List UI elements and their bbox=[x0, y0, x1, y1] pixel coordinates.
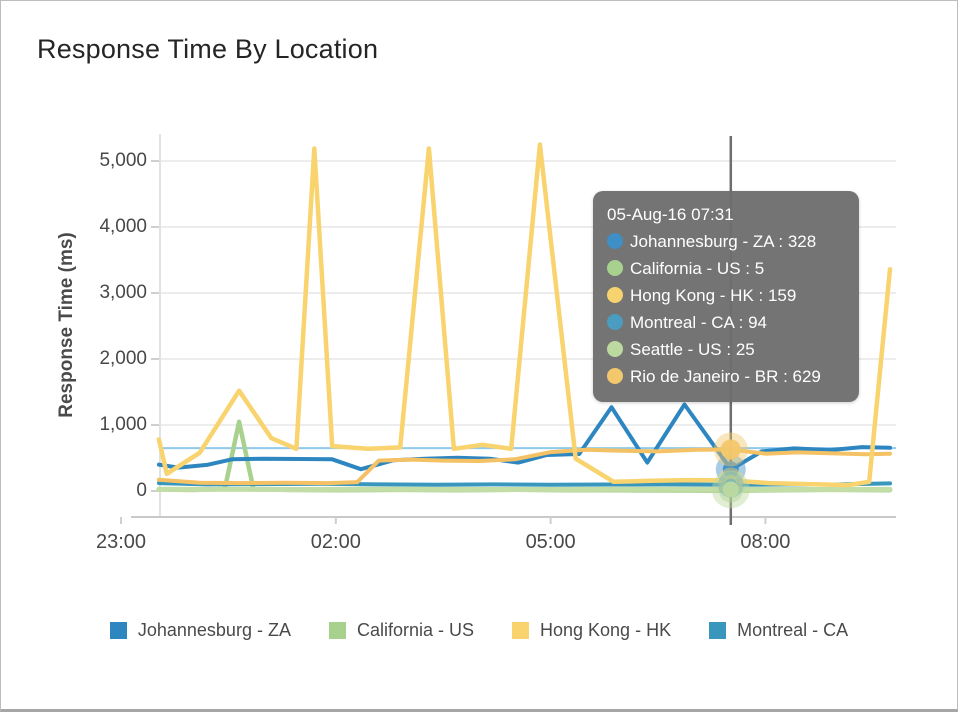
series-line-rio-de-janeiro-br bbox=[156, 447, 892, 486]
y-tick-label-3,000: 3,000 bbox=[99, 282, 147, 303]
tooltip-row-text: Seattle - US : 25 bbox=[630, 340, 755, 359]
tooltip-series-dot-icon bbox=[607, 233, 623, 249]
series-line-hong-kong-hk bbox=[156, 142, 893, 488]
tooltip-row-text: California - US : 5 bbox=[630, 259, 765, 278]
tooltip-series-dot-icon bbox=[607, 260, 623, 276]
legend-label: Montreal - CA bbox=[737, 620, 849, 640]
x-tick-label-08-00: 08:00 bbox=[740, 531, 791, 553]
tooltip-row-montreal-ca: Montreal - CA : 94 bbox=[607, 309, 845, 336]
x-tick-label-23-00: 23:00 bbox=[95, 531, 147, 553]
tooltip-row-text: Rio de Janeiro - BR : 629 bbox=[630, 367, 821, 386]
x-tick-label-02-00: 02:00 bbox=[310, 531, 361, 553]
legend-item-montreal-ca[interactable]: Montreal - CA bbox=[709, 620, 848, 641]
tooltip-row-text: Montreal - CA : 94 bbox=[630, 313, 768, 332]
legend-item-johannesburg-za[interactable]: Johannesburg - ZA bbox=[109, 620, 291, 641]
chart-legend: Johannesburg - ZA California - US Hong Kon… bbox=[1, 620, 957, 641]
legend-swatch-icon bbox=[512, 622, 529, 639]
tooltip-row-rio-de-janeiro-br: Rio de Janeiro - BR : 629 bbox=[607, 363, 845, 390]
tooltip-rows: Johannesburg - ZA : 328 California - US :… bbox=[607, 228, 845, 390]
legend-label: Johannesburg - ZA bbox=[137, 620, 291, 640]
legend-swatch-icon bbox=[328, 622, 346, 639]
x-tick-label-05-00: 05:00 bbox=[525, 531, 576, 553]
tooltip-row-text: Hong Kong - HK : 159 bbox=[630, 286, 797, 305]
legend-item-california-us[interactable]: California - US bbox=[328, 620, 474, 641]
tooltip-series-dot-icon bbox=[607, 341, 623, 357]
legend-label: California - US bbox=[356, 620, 474, 640]
chart-tooltip: 05-Aug-16 07:31 Johannesburg - ZA : 328 C… bbox=[593, 191, 859, 402]
tooltip-series-dot-icon bbox=[607, 368, 623, 384]
y-tick-label-2,000: 2,000 bbox=[99, 348, 147, 369]
y-tick-label-4,000: 4,000 bbox=[99, 216, 147, 237]
legend-swatch-icon bbox=[109, 622, 127, 639]
tooltip-row-text: Johannesburg - ZA : 328 bbox=[630, 232, 817, 251]
response-time-chart-plot[interactable] bbox=[1, 1, 957, 601]
marker-dot-seattle-us bbox=[722, 481, 739, 498]
tooltip-row-seattle-us: Seattle - US : 25 bbox=[607, 336, 845, 363]
y-tick-label-1,000: 1,000 bbox=[99, 414, 147, 435]
tooltip-row-hong-kong-hk: Hong Kong - HK : 159 bbox=[607, 282, 845, 309]
y-tick-label-0: 0 bbox=[136, 480, 147, 501]
y-axis-title: Response Time (ms) bbox=[56, 232, 77, 418]
tooltip-series-dot-icon bbox=[607, 314, 623, 330]
marker-dot-johannesburg-za bbox=[722, 461, 739, 478]
legend-label: Hong Kong - HK bbox=[540, 620, 672, 640]
marker-dot-rio-de-janeiro-br bbox=[720, 439, 741, 460]
tooltip-row-johannesburg-za: Johannesburg - ZA : 328 bbox=[607, 228, 845, 255]
y-tick-label-5,000: 5,000 bbox=[99, 150, 147, 171]
page-title: Response Time By Location bbox=[37, 34, 379, 64]
tooltip-timestamp: 05-Aug-16 07:31 bbox=[607, 205, 734, 224]
legend-item-hong-kong-hk[interactable]: Hong Kong - HK bbox=[512, 620, 671, 641]
tooltip-series-dot-icon bbox=[607, 287, 623, 303]
tooltip-row-california-us: California - US : 5 bbox=[607, 255, 845, 282]
legend-swatch-icon bbox=[709, 622, 727, 639]
